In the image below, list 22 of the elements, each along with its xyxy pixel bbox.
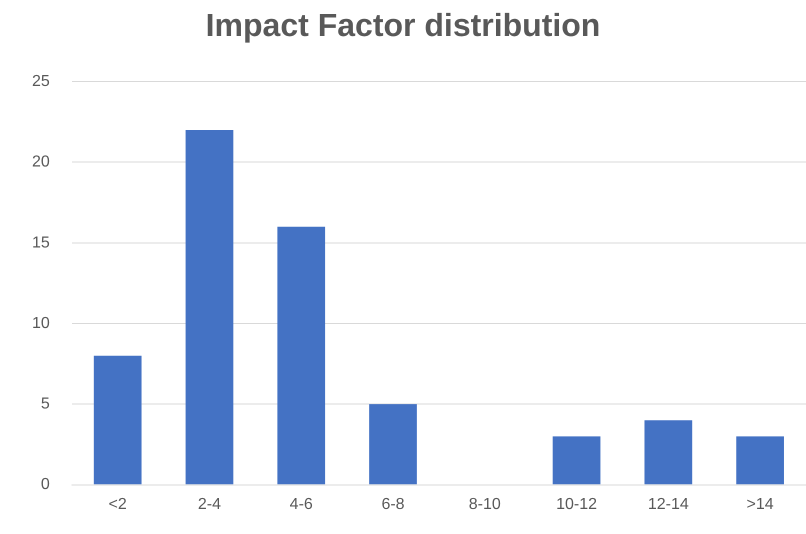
x-tick-label: 8-10 — [468, 496, 501, 513]
y-tick-label: 25 — [32, 73, 50, 90]
x-tick-label: 10-12 — [556, 496, 598, 513]
bar — [552, 436, 600, 484]
x-tick-label: 2-4 — [198, 496, 222, 513]
bar — [369, 404, 417, 484]
y-tick-label: 0 — [40, 476, 50, 494]
x-tick-label: 6-8 — [381, 496, 405, 513]
chart-title: Impact Factor distribution — [204, 6, 602, 45]
x-tick-label: >14 — [746, 496, 774, 513]
y-tick-label: 5 — [40, 396, 50, 413]
bar — [94, 356, 142, 484]
y-tick-label: 15 — [32, 234, 50, 252]
x-tick-label: 12-14 — [648, 496, 689, 513]
y-tick-label: 20 — [32, 154, 50, 171]
bar — [736, 436, 784, 484]
bar — [644, 420, 692, 484]
x-tick-label: 4-6 — [290, 496, 313, 513]
bar — [277, 226, 326, 484]
bar — [186, 130, 234, 484]
y-tick-label: 10 — [32, 314, 50, 332]
x-tick-label: <2 — [108, 496, 127, 513]
